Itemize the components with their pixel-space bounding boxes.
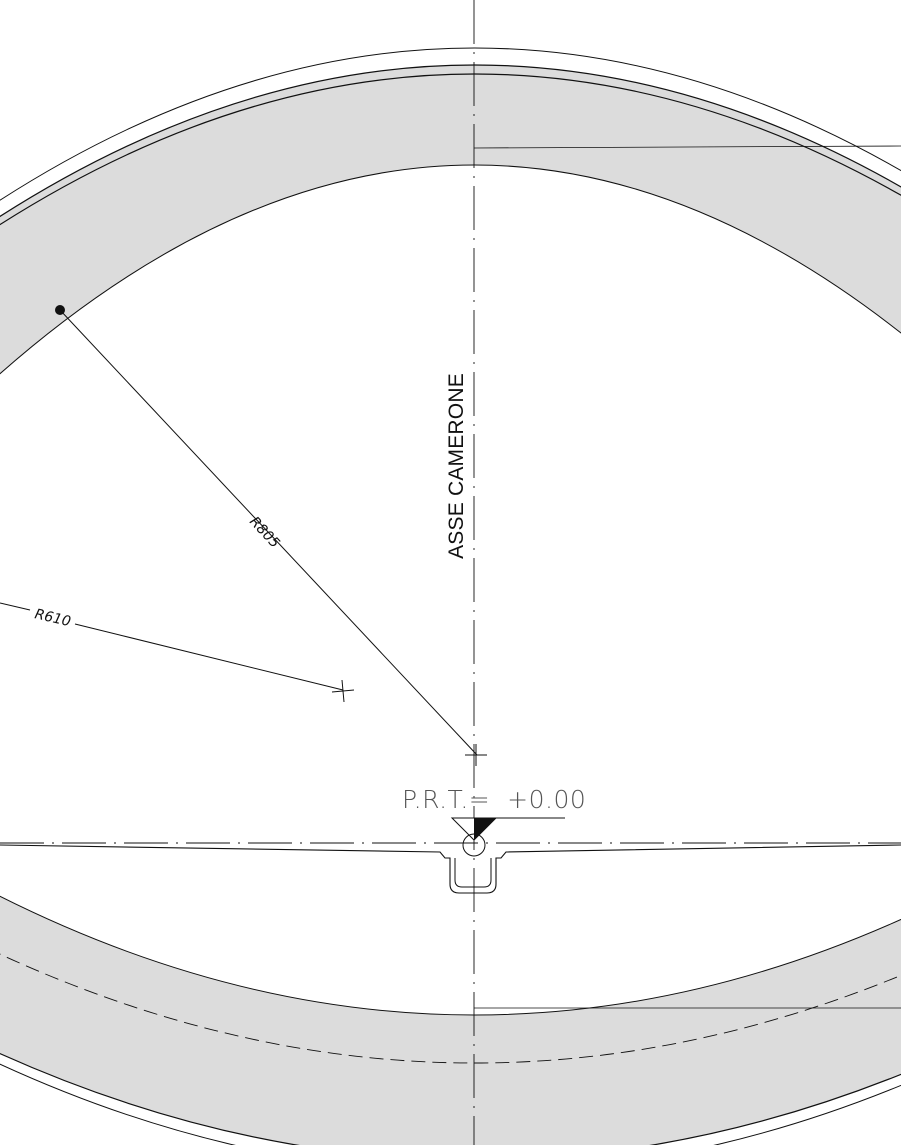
upper-lining-outer-contour bbox=[0, 47, 901, 201]
lower-invert-upper-contour bbox=[0, 895, 901, 1016]
radius-805-centre-cross bbox=[465, 744, 487, 766]
axis-label: ASSE CAMERONE bbox=[445, 373, 468, 559]
level-marker-triangle-fill bbox=[474, 818, 496, 840]
upper-lining-extrados-inner bbox=[0, 73, 901, 226]
level-label: P.R.T.= +0.00 bbox=[402, 785, 586, 814]
level-marker bbox=[450, 817, 565, 857]
radius-610-centre-cross bbox=[331, 679, 355, 703]
upper-lining-intrados bbox=[0, 164, 901, 375]
upper-lining-extrados bbox=[0, 64, 901, 218]
road-surface bbox=[0, 844, 901, 894]
lower-invert-band bbox=[0, 896, 901, 1145]
upper-lining bbox=[0, 47, 901, 375]
radius-610-line bbox=[74, 623, 344, 691]
lower-invert-dashed-line bbox=[0, 953, 901, 1064]
radius-805-label: R805 bbox=[246, 514, 283, 552]
lower-invert-outer-contour bbox=[0, 1063, 901, 1145]
lower-invert bbox=[0, 895, 901, 1145]
upper-lining-band bbox=[0, 65, 901, 374]
level-marker-circle bbox=[462, 833, 486, 857]
upper-leader-line bbox=[473, 145, 901, 149]
radius-610-label: R610 bbox=[33, 606, 72, 630]
radius-805-endpoint bbox=[55, 305, 65, 315]
radius-805-line bbox=[59, 309, 478, 756]
drain-channel bbox=[454, 858, 492, 888]
lower-invert-bottom-contour bbox=[0, 1052, 901, 1145]
radius-610-tail bbox=[0, 602, 31, 611]
